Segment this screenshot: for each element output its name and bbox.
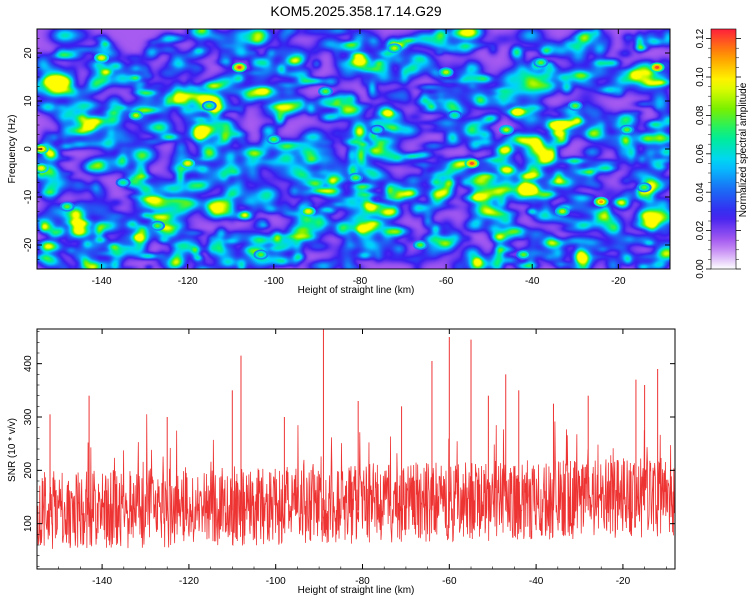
snr-xtick-label: -100 xyxy=(266,576,286,587)
spectrogram-peak xyxy=(150,220,166,231)
snr-ytick-label: 300 xyxy=(23,408,34,425)
colorbar-tick-label: 0.06 xyxy=(695,144,706,164)
spectrogram-peak xyxy=(636,182,652,193)
snr-xtick-label: -80 xyxy=(355,576,370,587)
colorbar-label: Normalized spectral amplitude xyxy=(738,82,749,217)
spectrogram-xtick-label: -140 xyxy=(92,276,112,287)
snr-ytick-label: 200 xyxy=(23,462,34,479)
spectrogram-peak xyxy=(593,196,609,207)
spectrogram-peak xyxy=(386,43,402,54)
spectrogram-peak xyxy=(94,52,110,63)
spectrogram-peak xyxy=(318,86,334,97)
spectrogram-peak xyxy=(201,100,217,111)
spectrogram-peak xyxy=(266,134,282,145)
spectrogram-peak xyxy=(464,158,480,169)
colorbar-tick-label: 0.00 xyxy=(695,259,706,279)
spectrogram-peak xyxy=(253,249,269,260)
spectrogram-ytick-label: -10 xyxy=(23,189,34,204)
colorbar: 0.00 0.02 0.04 0.06 0.08 0.10 0.12 Normalized … xyxy=(695,28,749,278)
colorbar-frame xyxy=(710,28,737,270)
spectrogram-xtick-label: -20 xyxy=(611,276,626,287)
spectrogram-xtick-label: -100 xyxy=(264,276,284,287)
spectrogram-ytick-label: 20 xyxy=(23,47,34,59)
snr-ytick-label: 100 xyxy=(23,515,34,532)
spectrogram-xtick-label: -80 xyxy=(353,276,368,287)
snr-ylabel: SNR (10 * v/v) xyxy=(7,418,18,482)
spectrogram-peak xyxy=(438,67,454,78)
spectrogram-peak xyxy=(348,172,364,183)
colorbar-tick-label: 0.08 xyxy=(695,105,706,125)
snr-xtick-label: -60 xyxy=(442,576,457,587)
spectrogram-peak xyxy=(412,240,428,250)
spectrogram-xtick-label: -60 xyxy=(439,276,454,287)
spectrogram-peak xyxy=(300,206,316,217)
snr-xtick-label: -20 xyxy=(616,576,631,587)
snr-xlabel: Height of straight line (km) xyxy=(298,585,415,596)
colorbar-tick-label: 0.04 xyxy=(695,182,706,202)
spectrogram-peak xyxy=(516,249,532,260)
colorbar-tick-label: 0.02 xyxy=(695,220,706,240)
spectrogram-ylabel: Frequency (Hz) xyxy=(7,115,18,184)
spectrogram-xtick-label: -120 xyxy=(178,276,198,287)
spectrogram-peak xyxy=(498,124,514,135)
spectrogram-peak xyxy=(180,158,196,169)
snr-xtick-label: -40 xyxy=(529,576,544,587)
snr-xtick-label: -120 xyxy=(179,576,199,587)
colorbar-tick-label: 0.12 xyxy=(695,28,706,48)
spectrogram-xlabel: Height of straight line (km) xyxy=(298,285,415,296)
spectrogram-ytick-label: -20 xyxy=(23,237,34,252)
spectrogram-peak xyxy=(115,177,131,188)
spectrogram-peak xyxy=(128,110,144,121)
snr-xtick-label: -140 xyxy=(92,576,112,587)
chart-title: KOM5.2025.358.17.14.G29 xyxy=(270,3,441,19)
spectrogram-heatmap xyxy=(37,29,670,269)
colorbar-tick-label: 0.10 xyxy=(695,67,706,87)
spectrogram-ytick-label: 0 xyxy=(23,146,34,152)
spectrogram-peak xyxy=(554,206,570,217)
spectrogram-peak xyxy=(649,62,665,73)
spectrogram-peak xyxy=(567,100,583,111)
spectrogram-peak xyxy=(533,57,549,68)
snr-panel: -140 -120 -100 -80 -60 -40 -20 100 200 300 400 He… xyxy=(7,328,676,596)
spectrogram-peak xyxy=(231,62,247,73)
spectrogram-xtick-label: -40 xyxy=(525,276,540,287)
snr-line xyxy=(37,414,675,549)
spectrogram-ytick-label: 10 xyxy=(23,95,34,107)
spectrogram-peak xyxy=(369,124,385,135)
spectrogram-peak xyxy=(59,201,75,212)
spectrogram-peak xyxy=(619,124,635,135)
colorbar-gradient xyxy=(711,29,736,269)
snr-ytick-label: 400 xyxy=(23,355,34,372)
spectrogram-peak xyxy=(37,163,49,174)
spectrogram-peak xyxy=(447,110,463,121)
